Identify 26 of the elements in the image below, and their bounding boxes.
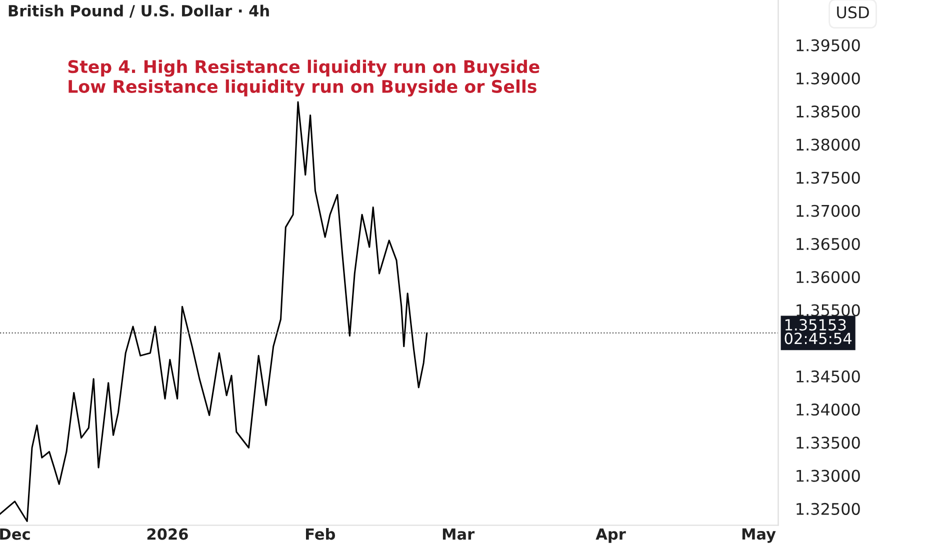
- y-tick-label: 1.35500: [796, 304, 860, 316]
- x-tick-label: Feb: [306, 528, 336, 540]
- y-tick-label: 1.32500: [796, 502, 860, 515]
- x-tick-label: Apr: [596, 528, 626, 543]
- y-tick-label: 1.37000: [796, 204, 860, 217]
- y-tick-label: 1.38500: [796, 105, 860, 118]
- y-tick-label: 1.36500: [796, 238, 860, 250]
- annotation: Low Resistance liquidity run on Buyside or Sells: [68, 80, 536, 96]
- y-tick-label: 1.39500: [796, 39, 860, 52]
- y-tick-label: 1.39000: [796, 72, 860, 84]
- chart-title: British Pound / U.S. Dollar · 4h: [8, 4, 269, 18]
- x-tick-label: May: [742, 528, 776, 543]
- y-tick-label: 1.37500: [796, 172, 860, 184]
- y-tick-label: 1.33500: [796, 436, 860, 449]
- line-series: [0, 101, 428, 522]
- y-tick-label: 1.34500: [796, 370, 860, 383]
- y-tick-label: 1.36000: [796, 271, 860, 284]
- x-tick-label: 2026: [147, 528, 188, 540]
- annotation: Step 4. High Resistance liquidity run on Buyside: [68, 60, 540, 77]
- ref-line-label: 1.35153 02:45:54: [784, 319, 852, 344]
- y-axis-title: USD: [837, 6, 869, 18]
- y-tick-label: 1.33000: [796, 470, 860, 482]
- x-tick-label: Mar: [442, 528, 475, 540]
- y-tick-label: 1.34000: [796, 404, 860, 416]
- x-tick-label: Dec: [0, 528, 30, 540]
- y-tick-label: 1.38000: [796, 138, 860, 151]
